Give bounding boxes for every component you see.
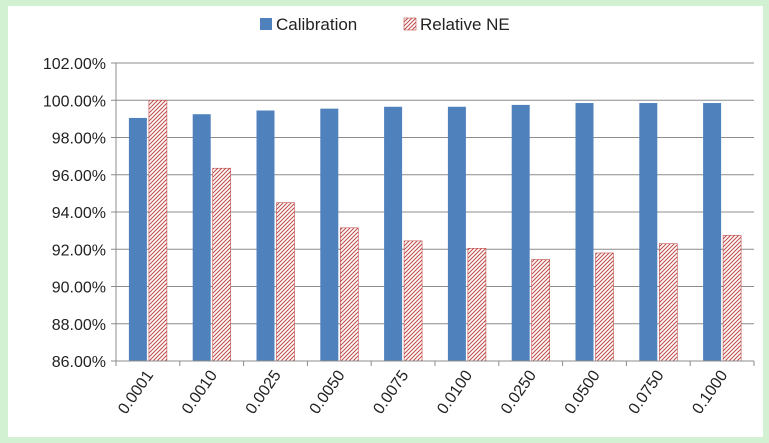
relative-ne-bar <box>467 248 487 362</box>
calibration-bar <box>575 103 594 361</box>
bars <box>128 99 742 362</box>
x-tick-label: 0.0075 <box>370 367 412 417</box>
x-tick-label: 0.0500 <box>562 367 604 417</box>
x-tick-label: 0.0750 <box>626 367 668 417</box>
y-tick-label: 100.00% <box>43 93 106 110</box>
y-tick-label: 92.00% <box>52 242 106 259</box>
y-tick-label: 96.00% <box>52 168 106 185</box>
relative-ne-bar <box>531 259 551 362</box>
relative-ne-bar <box>148 99 168 362</box>
chart-frame: 86.00% 88.00% 90.00% 92.00% 94.00% 96.00% 98.0… <box>8 6 763 437</box>
y-tick-label: 94.00% <box>52 205 106 222</box>
calibration-bar <box>511 104 530 361</box>
calibration-bar <box>320 108 339 361</box>
relative-ne-bar <box>595 252 614 362</box>
legend-label-calibration: Calibration <box>276 15 357 34</box>
y-tick-label: 102.00% <box>43 56 106 73</box>
calibration-bar <box>192 114 211 361</box>
x-tick-label: 0.0010 <box>179 367 221 417</box>
legend-swatch-relative-ne <box>403 17 417 31</box>
calibration-bar <box>384 106 403 361</box>
calibration-bar <box>639 103 658 361</box>
y-tick-label: 98.00% <box>52 131 106 148</box>
x-tick-label: 0.0001 <box>115 367 157 417</box>
gridlines <box>116 62 754 362</box>
calibration-bar <box>128 117 147 361</box>
y-tick-label: 90.00% <box>52 280 106 297</box>
calibration-bar <box>447 106 466 361</box>
legend-label-relative-ne: Relative NE <box>420 15 510 34</box>
y-tick-label: 86.00% <box>52 354 106 371</box>
x-tick-label: 0.0100 <box>434 367 476 417</box>
calibration-bar <box>703 103 722 361</box>
x-tick-label: 0.0050 <box>307 367 349 417</box>
legend: Calibration Relative NE <box>260 15 510 34</box>
x-tick-label: 0.0025 <box>243 367 285 417</box>
y-tick-label: 88.00% <box>52 317 106 334</box>
relative-ne-bar <box>403 240 423 362</box>
relative-ne-bar <box>276 202 295 362</box>
relative-ne-bar <box>212 167 231 362</box>
bar-chart: 86.00% 88.00% 90.00% 92.00% 94.00% 96.00% 98.0… <box>43 15 755 417</box>
legend-swatch-calibration <box>260 18 272 30</box>
relative-ne-bar <box>722 234 742 362</box>
relative-ne-bar <box>658 243 678 362</box>
x-tick-label: 0.1000 <box>689 367 731 417</box>
x-tick-label: 0.0250 <box>498 367 540 417</box>
calibration-bar <box>256 110 275 362</box>
relative-ne-bar <box>339 227 359 362</box>
